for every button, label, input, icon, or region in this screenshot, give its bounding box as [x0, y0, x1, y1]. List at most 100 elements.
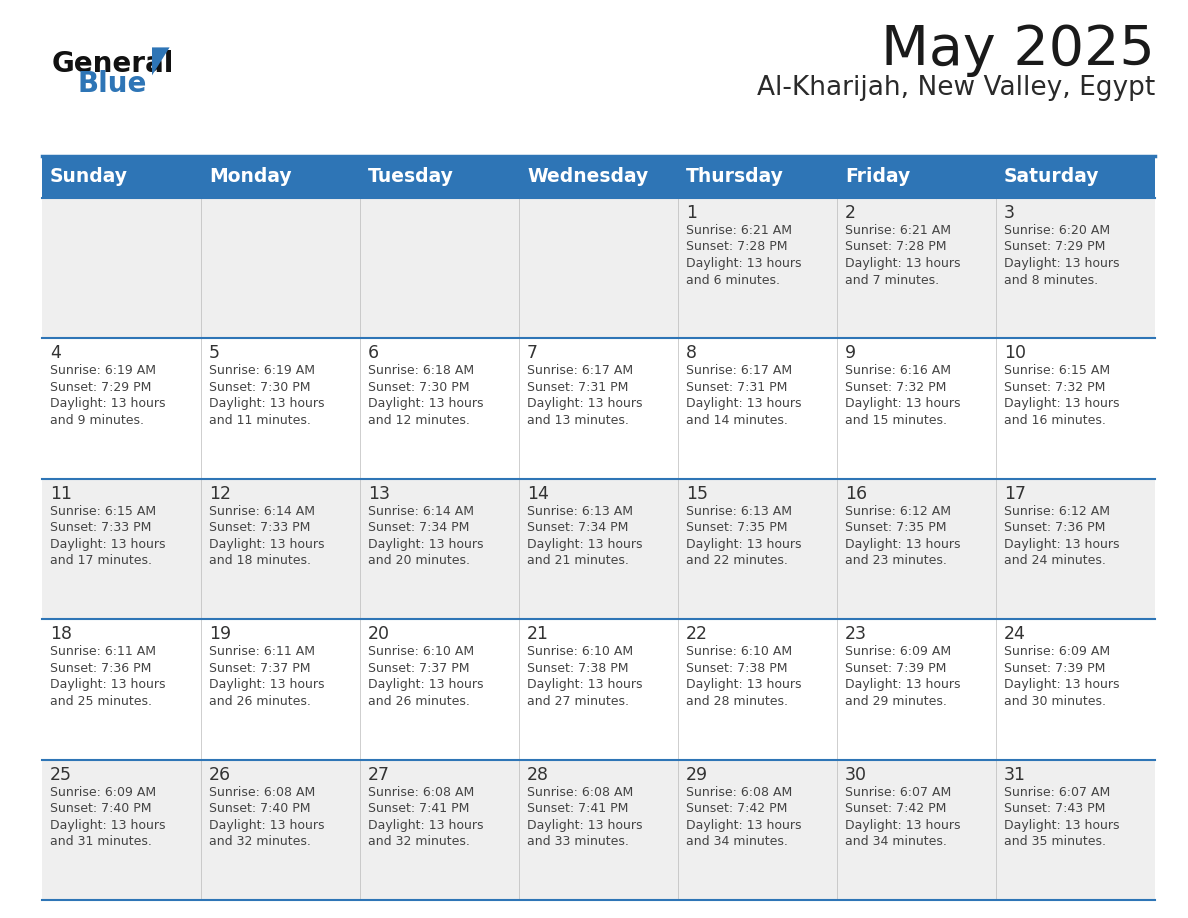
Text: 11: 11 — [50, 485, 72, 503]
Text: Daylight: 13 hours: Daylight: 13 hours — [685, 678, 802, 691]
Text: Sunset: 7:32 PM: Sunset: 7:32 PM — [1004, 381, 1105, 394]
Text: 9: 9 — [845, 344, 857, 363]
Text: Sunset: 7:37 PM: Sunset: 7:37 PM — [209, 662, 310, 675]
Text: Daylight: 13 hours: Daylight: 13 hours — [50, 397, 165, 410]
Text: Sunset: 7:41 PM: Sunset: 7:41 PM — [368, 802, 469, 815]
Text: 30: 30 — [845, 766, 867, 784]
Text: Sunrise: 6:08 AM: Sunrise: 6:08 AM — [368, 786, 474, 799]
Text: 7: 7 — [527, 344, 538, 363]
Text: Daylight: 13 hours: Daylight: 13 hours — [1004, 678, 1119, 691]
Bar — [996, 759, 1155, 900]
Bar — [996, 620, 1155, 759]
Text: Sunrise: 6:09 AM: Sunrise: 6:09 AM — [845, 645, 952, 658]
Text: and 13 minutes.: and 13 minutes. — [527, 414, 628, 427]
Text: and 26 minutes.: and 26 minutes. — [209, 695, 311, 708]
Text: Sunrise: 6:15 AM: Sunrise: 6:15 AM — [1004, 364, 1110, 377]
Text: and 32 minutes.: and 32 minutes. — [368, 835, 470, 848]
Bar — [838, 479, 996, 620]
Text: Sunset: 7:43 PM: Sunset: 7:43 PM — [1004, 802, 1105, 815]
Bar — [42, 479, 201, 620]
Text: and 22 minutes.: and 22 minutes. — [685, 554, 788, 567]
Text: Sunset: 7:33 PM: Sunset: 7:33 PM — [209, 521, 310, 534]
Text: and 15 minutes.: and 15 minutes. — [845, 414, 947, 427]
Text: and 33 minutes.: and 33 minutes. — [527, 835, 628, 848]
Text: Sunset: 7:35 PM: Sunset: 7:35 PM — [845, 521, 947, 534]
Text: 3: 3 — [1004, 204, 1015, 222]
Text: Daylight: 13 hours: Daylight: 13 hours — [685, 257, 802, 270]
Text: Daylight: 13 hours: Daylight: 13 hours — [527, 819, 643, 832]
Bar — [42, 156, 201, 198]
Text: 28: 28 — [527, 766, 549, 784]
Text: 2: 2 — [845, 204, 857, 222]
Text: 4: 4 — [50, 344, 61, 363]
Text: Sunset: 7:32 PM: Sunset: 7:32 PM — [845, 381, 947, 394]
Text: Sunset: 7:29 PM: Sunset: 7:29 PM — [1004, 241, 1105, 253]
Text: Sunrise: 6:17 AM: Sunrise: 6:17 AM — [685, 364, 792, 377]
Text: Sunrise: 6:15 AM: Sunrise: 6:15 AM — [50, 505, 156, 518]
Bar — [838, 759, 996, 900]
Bar — [519, 759, 678, 900]
Text: Daylight: 13 hours: Daylight: 13 hours — [527, 678, 643, 691]
Text: Sunrise: 6:12 AM: Sunrise: 6:12 AM — [845, 505, 952, 518]
Text: Sunrise: 6:11 AM: Sunrise: 6:11 AM — [209, 645, 315, 658]
Bar — [360, 759, 519, 900]
Text: Daylight: 13 hours: Daylight: 13 hours — [50, 678, 165, 691]
Text: and 27 minutes.: and 27 minutes. — [527, 695, 628, 708]
Text: Sunrise: 6:16 AM: Sunrise: 6:16 AM — [845, 364, 952, 377]
Text: Daylight: 13 hours: Daylight: 13 hours — [685, 397, 802, 410]
Text: and 17 minutes.: and 17 minutes. — [50, 554, 152, 567]
Text: Daylight: 13 hours: Daylight: 13 hours — [209, 819, 324, 832]
Text: Sunrise: 6:07 AM: Sunrise: 6:07 AM — [845, 786, 952, 799]
Text: 19: 19 — [209, 625, 232, 644]
Text: and 23 minutes.: and 23 minutes. — [845, 554, 947, 567]
Text: Daylight: 13 hours: Daylight: 13 hours — [1004, 257, 1119, 270]
Bar — [42, 759, 201, 900]
Text: Sunrise: 6:10 AM: Sunrise: 6:10 AM — [527, 645, 633, 658]
Text: Sunset: 7:31 PM: Sunset: 7:31 PM — [527, 381, 628, 394]
Text: and 29 minutes.: and 29 minutes. — [845, 695, 947, 708]
Text: Al-Kharijah, New Valley, Egypt: Al-Kharijah, New Valley, Egypt — [757, 75, 1155, 101]
Text: 22: 22 — [685, 625, 708, 644]
Text: Sunrise: 6:17 AM: Sunrise: 6:17 AM — [527, 364, 633, 377]
Text: 31: 31 — [1004, 766, 1026, 784]
Text: and 16 minutes.: and 16 minutes. — [1004, 414, 1106, 427]
Bar — [519, 479, 678, 620]
Text: Sunrise: 6:11 AM: Sunrise: 6:11 AM — [50, 645, 156, 658]
Bar — [201, 156, 360, 198]
Text: 16: 16 — [845, 485, 867, 503]
Text: Sunrise: 6:07 AM: Sunrise: 6:07 AM — [1004, 786, 1111, 799]
Bar — [838, 198, 996, 339]
Text: Daylight: 13 hours: Daylight: 13 hours — [527, 397, 643, 410]
Text: May 2025: May 2025 — [881, 23, 1155, 77]
Text: Sunset: 7:40 PM: Sunset: 7:40 PM — [50, 802, 152, 815]
Text: Daylight: 13 hours: Daylight: 13 hours — [527, 538, 643, 551]
Text: and 12 minutes.: and 12 minutes. — [368, 414, 470, 427]
Bar — [42, 339, 201, 479]
Text: 21: 21 — [527, 625, 549, 644]
Text: and 30 minutes.: and 30 minutes. — [1004, 695, 1106, 708]
Text: Sunrise: 6:21 AM: Sunrise: 6:21 AM — [685, 224, 792, 237]
Text: Sunrise: 6:08 AM: Sunrise: 6:08 AM — [209, 786, 315, 799]
Text: and 8 minutes.: and 8 minutes. — [1004, 274, 1098, 286]
Text: 20: 20 — [368, 625, 390, 644]
Text: Sunset: 7:34 PM: Sunset: 7:34 PM — [527, 521, 628, 534]
Bar — [678, 339, 838, 479]
Text: 26: 26 — [209, 766, 232, 784]
Bar — [678, 620, 838, 759]
Text: and 6 minutes.: and 6 minutes. — [685, 274, 781, 286]
Bar — [201, 198, 360, 339]
Text: and 35 minutes.: and 35 minutes. — [1004, 835, 1106, 848]
Bar — [519, 620, 678, 759]
Bar — [838, 339, 996, 479]
Text: Saturday: Saturday — [1004, 167, 1100, 186]
Text: General: General — [52, 50, 175, 78]
Text: and 21 minutes.: and 21 minutes. — [527, 554, 628, 567]
Text: Wednesday: Wednesday — [527, 167, 649, 186]
Text: Sunrise: 6:14 AM: Sunrise: 6:14 AM — [368, 505, 474, 518]
Text: Sunrise: 6:19 AM: Sunrise: 6:19 AM — [209, 364, 315, 377]
Text: Sunset: 7:39 PM: Sunset: 7:39 PM — [845, 662, 947, 675]
Text: 23: 23 — [845, 625, 867, 644]
Text: Sunrise: 6:13 AM: Sunrise: 6:13 AM — [685, 505, 792, 518]
Text: 15: 15 — [685, 485, 708, 503]
Text: and 32 minutes.: and 32 minutes. — [209, 835, 311, 848]
